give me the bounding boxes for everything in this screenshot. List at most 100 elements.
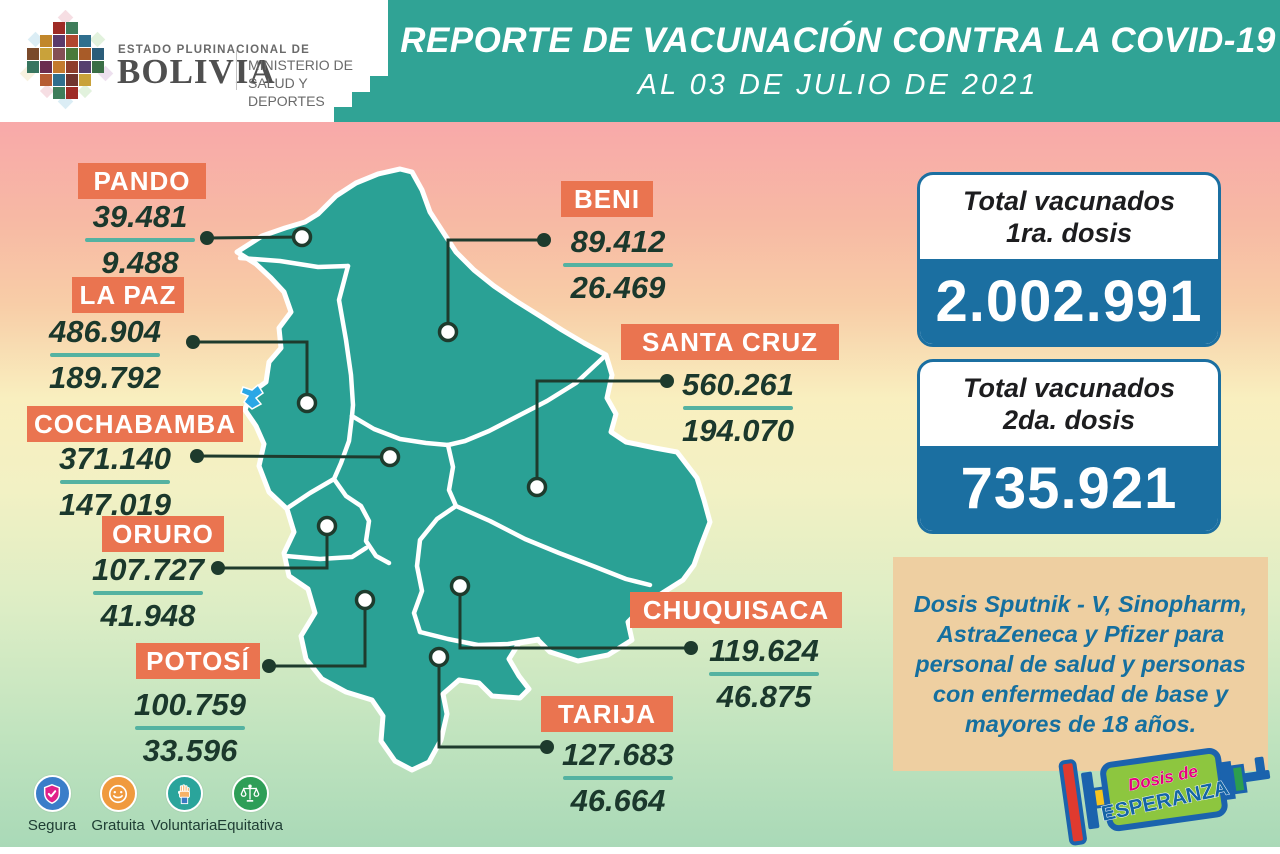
map-marker-cocha bbox=[379, 446, 401, 468]
divider bbox=[709, 672, 819, 676]
dose2-value: 194.070 bbox=[681, 412, 795, 448]
dept-label-beni: BENI bbox=[561, 181, 653, 217]
dept-values-pando: 39.481 9.488 bbox=[60, 199, 220, 281]
vaccine-note-text: Dosis Sputnik - V, Sinopharm, AstraZenec… bbox=[913, 590, 1248, 738]
divider bbox=[683, 406, 793, 410]
dose2-value: 189.792 bbox=[48, 359, 162, 395]
gov-pretitle: ESTADO PLURINACIONAL DE bbox=[118, 44, 311, 56]
leader-tarija bbox=[437, 657, 547, 749]
leader-oruro bbox=[218, 526, 329, 570]
dose1-value: 107.727 bbox=[91, 552, 205, 587]
shield-check-icon bbox=[33, 775, 71, 812]
map-marker-tarija bbox=[428, 646, 450, 668]
dept-label-la-paz: LA PAZ bbox=[72, 277, 184, 313]
principle-gratuita: Gratuita bbox=[91, 775, 145, 834]
dept-values-oruro: 107.727 41.948 bbox=[68, 552, 228, 634]
dept-values-potosi: 100.759 33.596 bbox=[110, 687, 270, 769]
map-marker-lapaz bbox=[296, 392, 318, 414]
map-marker-oruro bbox=[316, 515, 338, 537]
total-card-value-wrap: 2.002.991 bbox=[920, 259, 1218, 344]
total-dose1-value: 2.002.991 bbox=[935, 269, 1203, 334]
dept-values-chuquisaca: 119.624 46.875 bbox=[684, 633, 844, 715]
total-card-title: Total vacunados 2da. dosis bbox=[962, 372, 1176, 435]
dept-values-cochabamba: 371.140 147.019 bbox=[35, 441, 195, 523]
dept-label-tarija: TARIJA bbox=[541, 696, 673, 732]
divider bbox=[93, 591, 203, 595]
dose2-value: 33.596 bbox=[142, 732, 238, 768]
gov-title: BOLIVIA bbox=[117, 52, 276, 91]
syringe-icon bbox=[1058, 747, 1271, 846]
divider bbox=[60, 480, 170, 484]
leader-cocha bbox=[196, 454, 391, 459]
dosis-de-esperanza-logo: Dosis de ESPERANZA bbox=[1058, 747, 1271, 846]
dept-values-beni: 89.412 26.469 bbox=[538, 224, 698, 306]
divider bbox=[563, 263, 673, 267]
principle-voluntaria: Voluntaria bbox=[151, 775, 217, 834]
bolivia-emblem-icon bbox=[19, 10, 114, 110]
principle-equitativa: Equitativa bbox=[217, 775, 283, 834]
total-card-dose1: Total vacunados 1ra. dosis 2.002.991 bbox=[917, 172, 1221, 347]
total-card-value-wrap: 735.921 bbox=[920, 446, 1218, 531]
vaccination-principles: Segura Gratuita Voluntaria bbox=[26, 775, 283, 834]
leader-beni bbox=[446, 238, 544, 332]
dose1-value: 127.683 bbox=[561, 737, 675, 772]
divider bbox=[85, 238, 195, 242]
dept-label-chuquisaca: CHUQUISACA bbox=[630, 592, 842, 628]
dept-label-cochabamba: COCHABAMBA bbox=[27, 406, 243, 442]
principle-label: Gratuita bbox=[91, 817, 145, 834]
raised-hand-icon bbox=[165, 775, 203, 812]
smiley-icon bbox=[99, 775, 137, 812]
dept-values-la-paz: 486.904 189.792 bbox=[25, 314, 185, 396]
map-marker-scruz bbox=[526, 476, 548, 498]
header-titles: REPORTE DE VACUNACIÓN CONTRA LA COVID-19… bbox=[396, 0, 1280, 122]
page-title: REPORTE DE VACUNACIÓN CONTRA LA COVID-19 bbox=[400, 20, 1276, 60]
dept-label-santa-cruz: SANTA CRUZ bbox=[621, 324, 839, 360]
principle-label: Voluntaria bbox=[150, 817, 218, 834]
divider bbox=[50, 353, 160, 357]
divider bbox=[563, 776, 673, 780]
total-card-title: Total vacunados 1ra. dosis bbox=[962, 185, 1176, 248]
dept-label-oruro: ORURO bbox=[102, 516, 224, 552]
leader-chuqui bbox=[458, 586, 691, 650]
map-markers bbox=[291, 226, 548, 668]
map-marker-beni bbox=[437, 321, 459, 343]
lake-titicaca bbox=[240, 383, 265, 410]
header-logo-panel: ESTADO PLURINACIONAL DE BOLIVIA MINISTER… bbox=[0, 0, 388, 122]
dose1-value: 486.904 bbox=[48, 314, 162, 349]
department-borders bbox=[237, 255, 653, 648]
gov-ministry: MINISTERIO DE SALUD Y DEPORTES bbox=[248, 57, 354, 110]
header-bar: ESTADO PLURINACIONAL DE BOLIVIA MINISTER… bbox=[0, 0, 1280, 122]
dose1-value: 560.261 bbox=[681, 367, 795, 402]
dose1-value: 89.412 bbox=[570, 224, 666, 259]
leader-potosi bbox=[269, 600, 367, 668]
dept-values-santa-cruz: 560.261 194.070 bbox=[658, 367, 818, 449]
principle-segura: Segura bbox=[26, 775, 78, 834]
divider bbox=[135, 726, 245, 730]
map-marker-chuqui bbox=[449, 575, 471, 597]
dept-label-potosi: POTOSÍ bbox=[136, 643, 260, 679]
vaccine-note: Dosis Sputnik - V, Sinopharm, AstraZenec… bbox=[893, 557, 1268, 771]
principle-label: Segura bbox=[27, 817, 77, 834]
total-card-dose2: Total vacunados 2da. dosis 735.921 bbox=[917, 359, 1221, 534]
dept-values-tarija: 127.683 46.664 bbox=[538, 737, 698, 819]
dose1-value: 100.759 bbox=[133, 687, 247, 722]
principle-label: Equitativa bbox=[217, 817, 283, 834]
dept-label-pando: PANDO bbox=[78, 163, 206, 199]
divider bbox=[236, 50, 237, 90]
label-dots bbox=[186, 231, 698, 754]
dose2-value: 46.664 bbox=[570, 782, 666, 818]
leader-lines bbox=[193, 235, 691, 749]
dose1-value: 39.481 bbox=[92, 199, 188, 234]
map-marker-pando bbox=[291, 226, 313, 248]
leader-lapaz bbox=[193, 340, 309, 403]
dose2-value: 26.469 bbox=[570, 269, 666, 305]
map-marker-potosi bbox=[354, 589, 376, 611]
leader-pando bbox=[206, 235, 303, 240]
dose2-value: 147.019 bbox=[58, 486, 172, 522]
balance-scale-icon bbox=[231, 775, 269, 812]
dose2-value: 41.948 bbox=[100, 597, 196, 633]
leader-scruz bbox=[535, 379, 667, 487]
total-dose2-value: 735.921 bbox=[960, 456, 1178, 521]
dose2-value: 9.488 bbox=[101, 244, 179, 280]
